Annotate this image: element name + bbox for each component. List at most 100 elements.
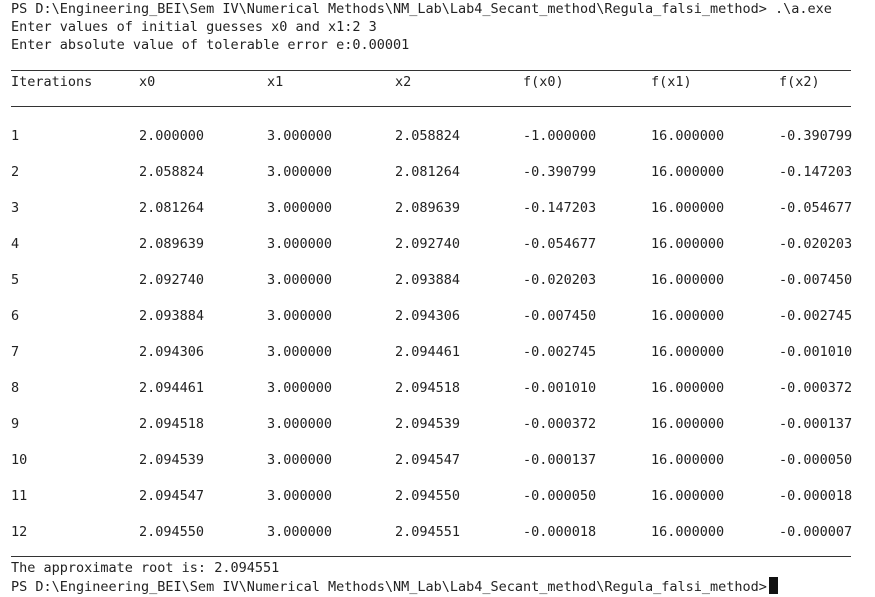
cell-x0: 2.094550 [139, 524, 205, 540]
cell-fx1: 16.000000 [651, 344, 725, 360]
cell-fx0: -0.000018 [523, 524, 597, 540]
cell-x1: 3.000000 [267, 380, 333, 396]
table-row: 3 2.081264 3.000000 2.089639 -0.147203 1… [0, 199, 875, 217]
cell-fx0: -0.147203 [523, 200, 597, 216]
table-row: 6 2.093884 3.000000 2.094306 -0.007450 1… [0, 307, 875, 325]
table-row: 2 2.058824 3.000000 2.081264 -0.390799 1… [0, 163, 875, 181]
cell-fx1: 16.000000 [651, 308, 725, 324]
cell-x2: 2.094550 [395, 488, 461, 504]
cell-x1: 3.000000 [267, 452, 333, 468]
cell-fx0: -0.007450 [523, 308, 597, 324]
cell-fx2: -0.020203 [779, 236, 853, 252]
cell-fx2: -0.147203 [779, 164, 853, 180]
cell-fx1: 16.000000 [651, 272, 725, 288]
table-row: 8 2.094461 3.000000 2.094518 -0.001010 1… [0, 379, 875, 397]
cell-iteration: 7 [11, 344, 20, 360]
cell-x2: 2.092740 [395, 236, 461, 252]
cell-iteration: 8 [11, 380, 20, 396]
final-prompt-text: PS D:\Engineering_BEI\Sem IV\Numerical M… [11, 579, 767, 595]
cell-x2: 2.094547 [395, 452, 461, 468]
table-row: 7 2.094306 3.000000 2.094461 -0.002745 1… [0, 343, 875, 361]
cell-fx0: -0.000050 [523, 488, 597, 504]
cell-x0: 2.093884 [139, 308, 205, 324]
cell-x0: 2.094518 [139, 416, 205, 432]
cell-fx2: -0.000137 [779, 416, 853, 432]
cell-x2: 2.058824 [395, 128, 461, 144]
cell-x0: 2.094539 [139, 452, 205, 468]
cell-fx0: -0.000372 [523, 416, 597, 432]
cell-fx2: -0.000018 [779, 488, 853, 504]
table-top-rule [11, 70, 851, 71]
table-bottom-rule [11, 556, 851, 557]
cell-iteration: 9 [11, 416, 20, 432]
cell-x1: 3.000000 [267, 488, 333, 504]
cell-fx1: 16.000000 [651, 416, 725, 432]
cell-iteration: 6 [11, 308, 20, 324]
cell-x1: 3.000000 [267, 272, 333, 288]
cell-x0: 2.094306 [139, 344, 205, 360]
cell-x1: 3.000000 [267, 128, 333, 144]
cell-fx1: 16.000000 [651, 488, 725, 504]
cell-fx2: -0.000007 [779, 524, 853, 540]
cell-x1: 3.000000 [267, 200, 333, 216]
cell-fx2: -0.000050 [779, 452, 853, 468]
table-row: 12 2.094550 3.000000 2.094551 -0.000018 … [0, 523, 875, 541]
cell-x1: 3.000000 [267, 308, 333, 324]
header-x1: x1 [267, 74, 284, 90]
table-row: 9 2.094518 3.000000 2.094539 -0.000372 1… [0, 415, 875, 433]
table-row: 4 2.089639 3.000000 2.092740 -0.054677 1… [0, 235, 875, 253]
cell-iteration: 1 [11, 128, 20, 144]
header-x2: x2 [395, 74, 412, 90]
header-fx1: f(x1) [651, 74, 692, 90]
cell-x2: 2.094539 [395, 416, 461, 432]
initial-guess-prompt: Enter values of initial guesses x0 and x… [11, 19, 377, 35]
table-row: 5 2.092740 3.000000 2.093884 -0.020203 1… [0, 271, 875, 289]
cell-fx0: -1.000000 [523, 128, 597, 144]
cell-x1: 3.000000 [267, 524, 333, 540]
cell-x2: 2.094461 [395, 344, 461, 360]
cell-fx1: 16.000000 [651, 380, 725, 396]
cell-x1: 3.000000 [267, 164, 333, 180]
cell-fx2: -0.054677 [779, 200, 853, 216]
cell-x1: 3.000000 [267, 344, 333, 360]
cell-x0: 2.058824 [139, 164, 205, 180]
cell-x2: 2.094306 [395, 308, 461, 324]
cell-x1: 3.000000 [267, 236, 333, 252]
header-x0: x0 [139, 74, 156, 90]
cell-iteration: 3 [11, 200, 20, 216]
cell-fx0: -0.000137 [523, 452, 597, 468]
final-prompt-line[interactable]: PS D:\Engineering_BEI\Sem IV\Numerical M… [11, 577, 778, 595]
cell-iteration: 2 [11, 164, 20, 180]
cell-x0: 2.081264 [139, 200, 205, 216]
cell-fx0: -0.020203 [523, 272, 597, 288]
cell-iteration: 12 [11, 524, 28, 540]
cell-x0: 2.094461 [139, 380, 205, 396]
cell-fx1: 16.000000 [651, 200, 725, 216]
cell-fx0: -0.054677 [523, 236, 597, 252]
cell-fx0: -0.002745 [523, 344, 597, 360]
cell-iteration: 10 [11, 452, 28, 468]
result-line: The approximate root is: 2.094551 [11, 560, 280, 576]
cell-fx1: 16.000000 [651, 524, 725, 540]
cell-iteration: 5 [11, 272, 20, 288]
cell-fx2: -0.390799 [779, 128, 853, 144]
cell-x2: 2.094551 [395, 524, 461, 540]
table-header-row: Iterations x0 x1 x2 f(x0) f(x1) f(x2) [0, 73, 875, 91]
cell-x2: 2.089639 [395, 200, 461, 216]
table-row: 1 2.000000 3.000000 2.058824 -1.000000 1… [0, 127, 875, 145]
cell-x0: 2.094547 [139, 488, 205, 504]
cell-fx1: 16.000000 [651, 164, 725, 180]
cell-x0: 2.089639 [139, 236, 205, 252]
table-row: 11 2.094547 3.000000 2.094550 -0.000050 … [0, 487, 875, 505]
cell-x1: 3.000000 [267, 416, 333, 432]
cell-x2: 2.081264 [395, 164, 461, 180]
cell-x2: 2.093884 [395, 272, 461, 288]
cell-x0: 2.092740 [139, 272, 205, 288]
cell-iteration: 4 [11, 236, 20, 252]
cell-fx1: 16.000000 [651, 236, 725, 252]
table-row: 10 2.094539 3.000000 2.094547 -0.000137 … [0, 451, 875, 469]
cell-fx2: -0.007450 [779, 272, 853, 288]
text-cursor [768, 577, 778, 594]
header-fx0: f(x0) [523, 74, 564, 90]
